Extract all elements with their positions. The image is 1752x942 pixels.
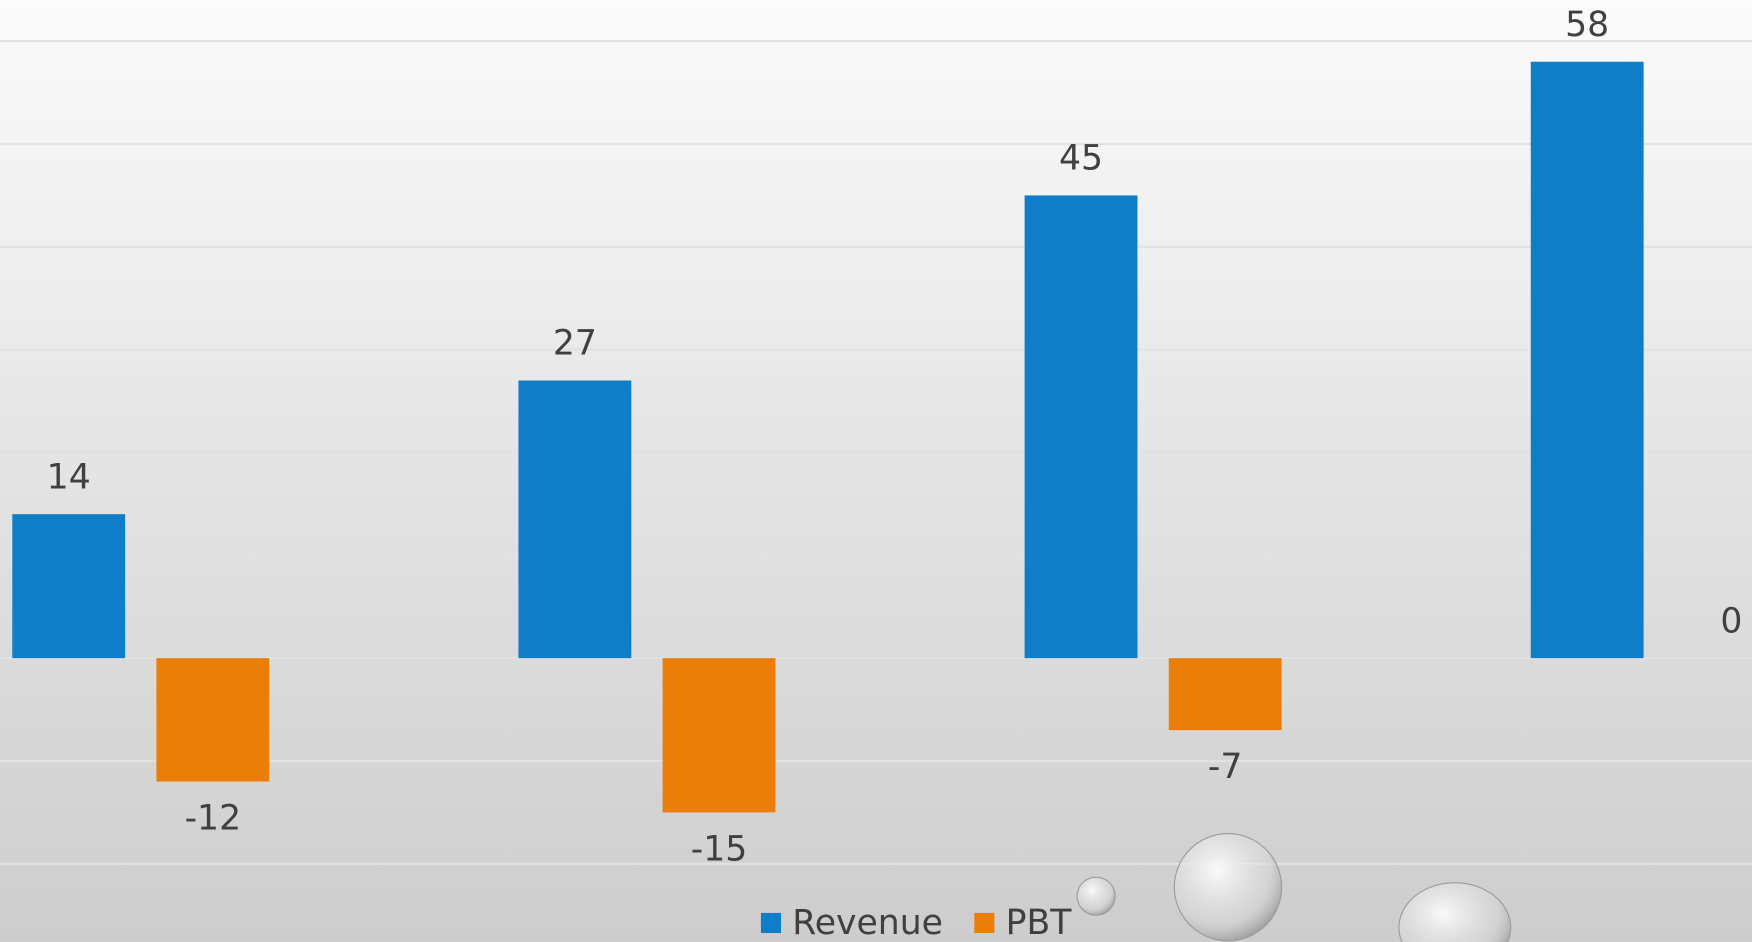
legend-label: PBT: [1006, 903, 1073, 942]
page: 14274558-12-15-70 RevenuePBT (() => { co…: [0, 0, 1752, 942]
data-label: -12: [185, 799, 242, 839]
chart: 14 27 45 58 -12 -15 -7 0 Revenue PBT: [0, 0, 1752, 942]
bar: [1531, 62, 1644, 658]
legend-swatch: [974, 913, 994, 933]
data-label: -7: [1208, 747, 1243, 787]
background: [0, 0, 1752, 942]
bar: [663, 658, 776, 812]
data-label: -15: [691, 829, 748, 869]
decor-droplet: [1174, 834, 1281, 941]
data-label: 0: [1720, 601, 1742, 641]
decor-droplet: [1077, 877, 1115, 915]
bar: [1169, 658, 1282, 730]
data-label: 27: [553, 324, 597, 364]
data-label: 45: [1059, 139, 1103, 179]
legend-swatch: [761, 913, 781, 933]
bar: [12, 514, 125, 658]
bar: [1025, 195, 1138, 658]
legend-label: Revenue: [792, 903, 943, 942]
data-label: 14: [47, 457, 91, 497]
data-label: 58: [1565, 5, 1609, 45]
bar: [518, 381, 631, 659]
bar: [156, 658, 269, 781]
